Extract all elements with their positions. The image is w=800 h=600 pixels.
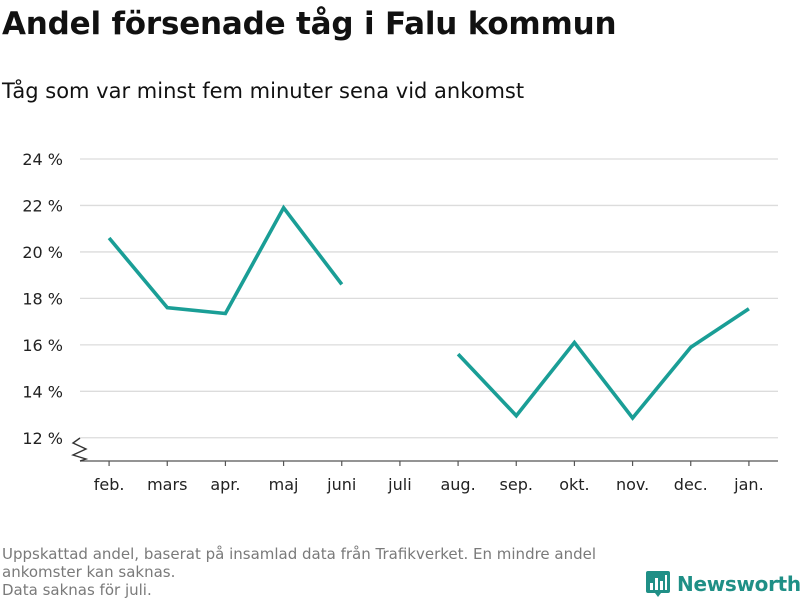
x-tick-label: maj bbox=[269, 475, 299, 494]
x-axis-tick-labels: feb. mars apr. maj juni juli aug. sep. okt. nov. d… bbox=[94, 475, 764, 494]
x-tick-label: aug. bbox=[440, 475, 475, 494]
series-line-segment bbox=[456, 307, 750, 421]
brand-logo: Newsworthy bbox=[645, 569, 800, 599]
grid-lines bbox=[80, 158, 778, 439]
series-line-segment bbox=[107, 204, 344, 316]
bar-chart-logo-icon bbox=[646, 571, 670, 597]
x-tick-label: jan. bbox=[733, 475, 763, 494]
footnote-line-1: Uppskattad andel, baserat på insamlad da… bbox=[2, 545, 597, 563]
x-axis-tick-marks bbox=[108, 461, 750, 466]
y-tick-label: 14 % bbox=[22, 382, 63, 401]
brand-name: Newsworthy bbox=[677, 572, 800, 596]
y-tick-label: 12 % bbox=[22, 429, 63, 448]
y-axis-tick-labels: 12 % 14 % 16 % 18 % 20 % 22 % 24 % bbox=[22, 150, 63, 448]
x-tick-label: feb. bbox=[94, 475, 125, 494]
series-lines bbox=[107, 204, 750, 421]
chart-subtitle: Tåg som var minst fem minuter sena vid a… bbox=[2, 79, 525, 103]
x-tick-label: juli bbox=[387, 475, 411, 494]
footnote-line-2: ankomster kan saknas. bbox=[2, 563, 176, 581]
x-tick-label: sep. bbox=[500, 475, 533, 494]
x-tick-label: dec. bbox=[674, 475, 708, 494]
y-tick-label: 24 % bbox=[22, 150, 63, 169]
x-tick-label: juni bbox=[326, 475, 356, 494]
y-tick-label: 22 % bbox=[22, 196, 63, 215]
y-tick-label: 18 % bbox=[22, 289, 63, 308]
x-tick-label: nov. bbox=[616, 475, 649, 494]
x-tick-label: okt. bbox=[559, 475, 589, 494]
chart-title: Andel försenade tåg i Falu kommun bbox=[2, 6, 617, 42]
y-tick-label: 16 % bbox=[22, 336, 63, 355]
footnote-line-3: Data saknas för juli. bbox=[2, 581, 152, 599]
y-axis-break-icon bbox=[71, 437, 89, 462]
x-tick-label: mars bbox=[147, 475, 187, 494]
y-tick-label: 20 % bbox=[22, 243, 63, 262]
x-tick-label: apr. bbox=[210, 475, 240, 494]
